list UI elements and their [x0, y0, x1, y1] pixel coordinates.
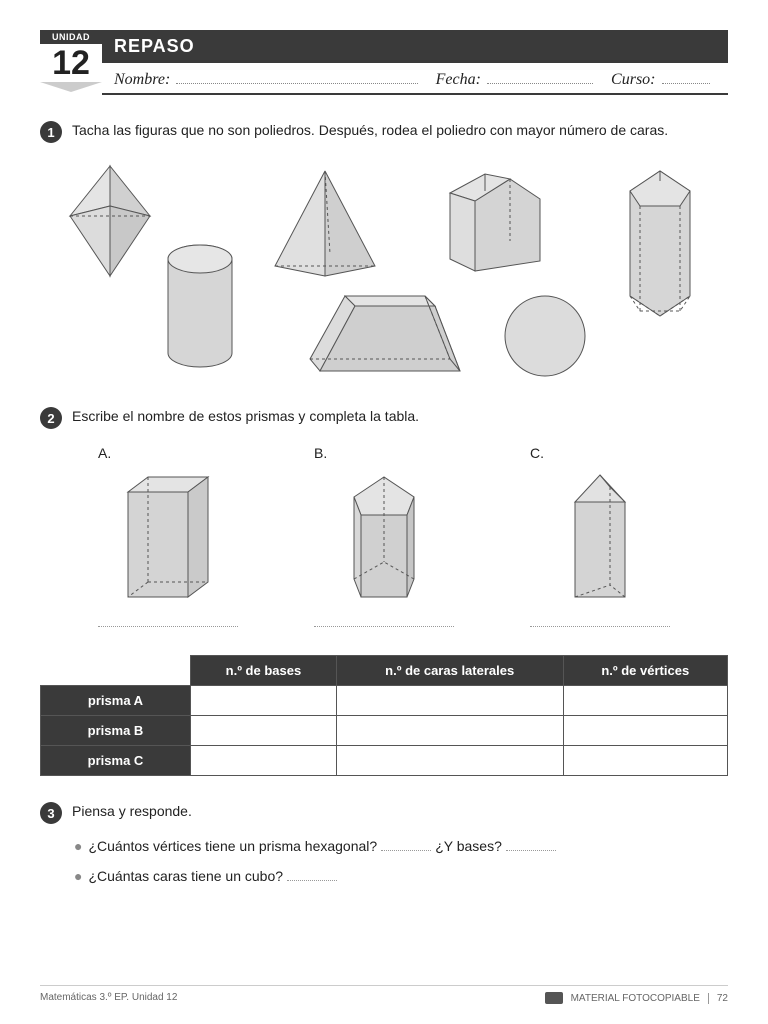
table-row: prisma C	[41, 746, 728, 776]
prism-b: B.	[314, 445, 454, 627]
table-cell[interactable]	[336, 716, 563, 746]
prism-label: A.	[98, 445, 238, 461]
square-prism-icon	[113, 467, 223, 607]
row-label: prisma C	[41, 746, 191, 776]
table-cell[interactable]	[563, 716, 727, 746]
answer-blank[interactable]	[314, 626, 454, 627]
table-cell[interactable]	[336, 686, 563, 716]
ribbon-tail-icon	[40, 82, 102, 92]
publisher-logo-icon	[545, 992, 563, 1004]
octahedron-icon	[60, 161, 160, 281]
bullet-icon: ●	[74, 868, 82, 884]
info-row: Nombre: Fecha: Curso:	[102, 63, 728, 95]
table-cell[interactable]	[563, 686, 727, 716]
table-cell[interactable]	[191, 686, 337, 716]
question-text: ¿Cuántas caras tiene un cubo?	[88, 868, 283, 884]
exercise-3: 3 Piensa y responde. ● ¿Cuántos vértices…	[40, 802, 728, 884]
row-label: prisma B	[41, 716, 191, 746]
exercise-2: 2 Escribe el nombre de estos prismas y c…	[40, 407, 728, 776]
page-title: REPASO	[102, 30, 728, 63]
prism-table: n.º de bases n.º de caras laterales n.º …	[40, 655, 728, 776]
pentagonal-prism-icon	[610, 161, 710, 321]
table-cell[interactable]	[336, 746, 563, 776]
table-row: prisma A	[41, 686, 728, 716]
table-row: prisma B	[41, 716, 728, 746]
exercise-text: Piensa y responde.	[72, 802, 728, 822]
page-number: 72	[708, 993, 728, 1004]
pentagonal-prism-b-icon	[329, 467, 439, 607]
exercise-text: Escribe el nombre de estos prismas y com…	[72, 407, 728, 427]
house-prism-icon	[440, 171, 550, 281]
table-header: n.º de vértices	[563, 656, 727, 686]
row-label: prisma A	[41, 686, 191, 716]
table-header: n.º de caras laterales	[336, 656, 563, 686]
pyramid-icon	[260, 166, 390, 281]
question-text: ¿Cuántos vértices tiene un prisma hexago…	[88, 838, 377, 854]
table-cell[interactable]	[563, 746, 727, 776]
shapes-gallery	[40, 161, 728, 381]
circle-icon	[500, 291, 590, 381]
exercise-number: 2	[40, 407, 62, 429]
course-label: Curso:	[611, 71, 655, 89]
table-cell[interactable]	[191, 746, 337, 776]
exercise-text: Tacha las figuras que no son poliedros. …	[72, 121, 728, 141]
unit-label: UNIDAD	[40, 30, 102, 44]
name-blank[interactable]	[176, 72, 417, 84]
date-blank[interactable]	[487, 72, 593, 84]
page-footer: Matemáticas 3.º EP. Unidad 12 MATERIAL F…	[40, 985, 728, 1004]
question-item: ● ¿Cuántos vértices tiene un prisma hexa…	[74, 838, 728, 854]
cylinder-icon	[160, 241, 240, 371]
worksheet-header: UNIDAD 12 REPASO Nombre: Fecha: Curso:	[40, 30, 728, 95]
table-header-empty	[41, 656, 191, 686]
prism-label: C.	[530, 445, 670, 461]
prism-c: C.	[530, 445, 670, 627]
prism-label: B.	[314, 445, 454, 461]
bullet-icon: ●	[74, 838, 82, 854]
footer-right: MATERIAL FOTOCOPIABLE	[571, 993, 700, 1004]
unit-badge: UNIDAD 12	[40, 30, 102, 92]
frustum-icon	[300, 281, 470, 381]
answer-blank[interactable]	[530, 626, 670, 627]
footer-left: Matemáticas 3.º EP. Unidad 12	[40, 992, 177, 1004]
triangular-prism-icon	[555, 467, 645, 607]
prism-a: A.	[98, 445, 238, 627]
unit-number: 12	[40, 44, 102, 82]
date-label: Fecha:	[436, 71, 481, 89]
course-blank[interactable]	[662, 72, 711, 84]
question-text: ¿Y bases?	[435, 838, 502, 854]
answer-blank[interactable]	[287, 869, 337, 881]
question-item: ● ¿Cuántas caras tiene un cubo?	[74, 868, 728, 884]
table-header: n.º de bases	[191, 656, 337, 686]
exercise-1: 1 Tacha las figuras que no son poliedros…	[40, 121, 728, 381]
answer-blank[interactable]	[506, 839, 556, 851]
name-label: Nombre:	[114, 71, 170, 89]
answer-blank[interactable]	[381, 839, 431, 851]
table-cell[interactable]	[191, 716, 337, 746]
answer-blank[interactable]	[98, 626, 238, 627]
exercise-number: 3	[40, 802, 62, 824]
exercise-number: 1	[40, 121, 62, 143]
